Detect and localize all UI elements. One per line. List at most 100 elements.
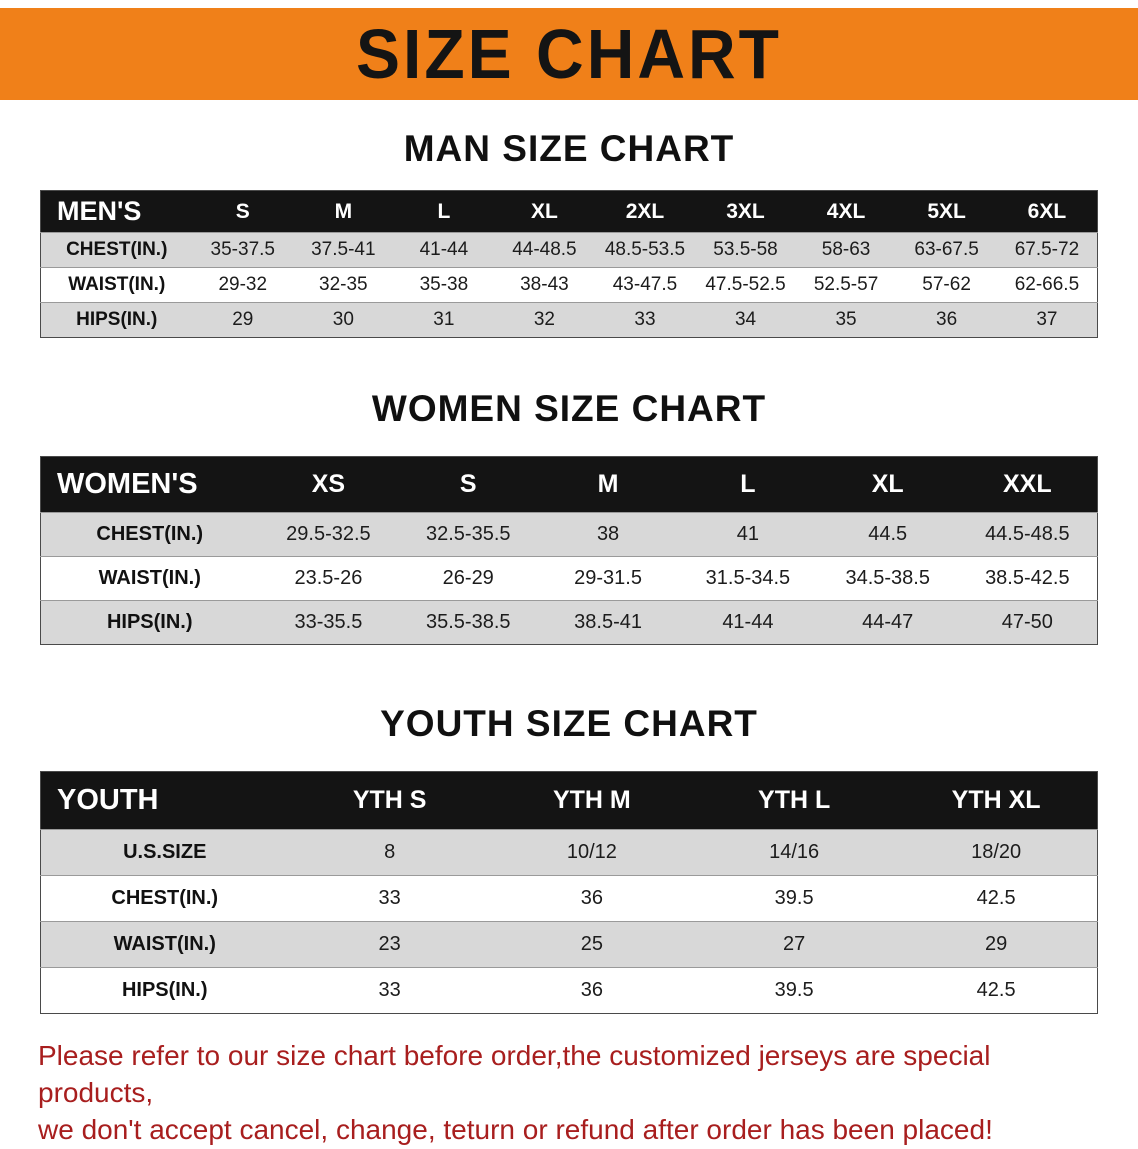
page-title: SIZE CHART — [356, 15, 782, 93]
size-value: 38-43 — [520, 274, 569, 295]
size-value: 44-47 — [862, 611, 914, 633]
size-column-header: 5XL — [896, 190, 997, 233]
size-column-header: XL — [817, 456, 958, 513]
size-value: 41 — [736, 523, 760, 545]
size-chart-banner: SIZE CHART — [0, 8, 1138, 100]
size-value: 35-38 — [419, 274, 469, 295]
size-column-header: XL — [494, 190, 595, 233]
size-value: 36 — [580, 979, 603, 1001]
size-value: 32 — [533, 309, 555, 330]
size-value: 57-62 — [922, 274, 971, 295]
table-title-cell: YOUTH — [40, 771, 289, 830]
size-value: 33-35.5 — [294, 611, 363, 633]
disclaimer-text: Please refer to our size chart before or… — [0, 1038, 1138, 1149]
table-row: CHEST(IN.) 35-37.5 37.5-41 41-44 44-48.5 48.5… — [40, 232, 1098, 268]
size-value: 31.5-34.5 — [705, 567, 791, 589]
section-women-size-chart: WOMEN SIZE CHART WOMEN'S XS S M L XL XXL CHEST(… — [0, 388, 1138, 645]
youth-section-heading: YOUTH SIZE CHART — [380, 703, 758, 744]
size-value: 36 — [936, 309, 958, 330]
size-value: 53.5-58 — [713, 239, 778, 260]
size-value: 67.5-72 — [1014, 239, 1080, 260]
size-value: 23 — [378, 933, 401, 955]
table-row: CHEST(IN.) 33 36 39.5 42.5 — [40, 875, 1098, 922]
size-value: 26-29 — [442, 567, 494, 589]
size-value: 62-66.5 — [1014, 274, 1080, 295]
row-label: WAIST(IN.) — [68, 274, 166, 295]
size-value: 34 — [734, 309, 757, 330]
size-value: 29 — [232, 309, 254, 330]
size-value: 31 — [433, 309, 455, 330]
size-column-header: 6XL — [996, 190, 1098, 233]
size-value: 39.5 — [774, 979, 814, 1001]
size-column-header: 4XL — [795, 190, 897, 233]
size-column-header: L — [393, 190, 495, 233]
disclaimer-line-1: Please refer to our size chart before or… — [38, 1040, 991, 1108]
table-row: HIPS(IN.) 29 30 31 32 33 34 35 36 37 — [40, 302, 1098, 338]
size-value: 58-63 — [821, 239, 871, 260]
section-youth-size-chart: YOUTH SIZE CHART YOUTH YTH S YTH M YTH L YTH… — [0, 703, 1138, 1014]
table-header-row: MEN'S S M L XL 2XL 3XL 4XL 5XL 6XL — [40, 190, 1098, 233]
size-value: 43-47.5 — [612, 274, 678, 295]
size-value: 41-44 — [419, 239, 469, 260]
size-value: 8 — [384, 841, 396, 863]
size-column-header: 2XL — [594, 190, 696, 233]
women-size-table: WOMEN'S XS S M L XL XXL CHEST(IN.) 29.5-32.5 32.5… — [40, 456, 1098, 645]
size-value: 33 — [378, 887, 401, 909]
size-value: 29-32 — [218, 274, 268, 295]
size-value: 30 — [332, 309, 354, 330]
size-value: 41-44 — [722, 611, 774, 633]
size-value: 29.5-32.5 — [286, 523, 371, 545]
row-label: WAIST(IN.) — [113, 933, 216, 955]
size-column-header: 3XL — [695, 190, 796, 233]
size-column-header: XS — [258, 456, 399, 513]
size-column-header: YTH L — [693, 771, 896, 830]
size-column-header: S — [398, 456, 539, 513]
row-label: HIPS(IN.) — [76, 309, 158, 330]
size-value: 34.5-38.5 — [845, 567, 930, 589]
size-value: 35.5-38.5 — [425, 611, 511, 633]
table-row: CHEST(IN.) 29.5-32.5 32.5-35.5 38 41 44.5 44.5… — [40, 512, 1098, 557]
size-value: 39.5 — [774, 887, 814, 909]
size-value: 48.5-53.5 — [604, 239, 686, 260]
size-value: 33 — [634, 309, 656, 330]
size-value: 37 — [1036, 309, 1058, 330]
table-title-cell: MEN'S — [40, 190, 193, 233]
size-value: 18/20 — [971, 841, 1022, 863]
section-men-size-chart: MAN SIZE CHART MEN'S S M L XL 2XL 3XL 4XL 5XL 6XL… — [0, 128, 1138, 338]
size-value: 47-50 — [1001, 611, 1053, 633]
size-value: 32-35 — [319, 274, 368, 295]
size-value: 32.5-35.5 — [425, 523, 511, 545]
table-header-row: WOMEN'S XS S M L XL XXL — [40, 456, 1098, 513]
size-value: 14/16 — [769, 841, 820, 863]
table-row: U.S.SIZE 8 10/12 14/16 18/20 — [40, 829, 1098, 876]
disclaimer-line-2: we don't accept cancel, change, teturn o… — [38, 1113, 993, 1145]
row-label: CHEST(IN.) — [66, 239, 168, 260]
men-section-heading: MAN SIZE CHART — [403, 128, 735, 169]
table-title-cell: WOMEN'S — [40, 456, 259, 513]
size-value: 27 — [783, 933, 806, 955]
size-value: 44.5-48.5 — [985, 523, 1070, 545]
size-value: 23.5-26 — [294, 567, 363, 589]
table-row: WAIST(IN.) 23 25 27 29 — [40, 921, 1098, 968]
size-value: 42.5 — [976, 979, 1016, 1001]
size-value: 35-37.5 — [210, 239, 275, 260]
size-value: 10/12 — [566, 841, 617, 863]
table-header-row: YOUTH YTH S YTH M YTH L YTH XL — [40, 771, 1098, 830]
row-label: HIPS(IN.) — [121, 979, 208, 1001]
row-label: HIPS(IN.) — [106, 611, 193, 633]
size-column-header: XXL — [957, 456, 1098, 513]
size-column-header: YTH S — [288, 771, 491, 830]
table-row: WAIST(IN.) 29-32 32-35 35-38 38-43 43-47.5 47.… — [40, 267, 1098, 303]
youth-size-table: YOUTH YTH S YTH M YTH L YTH XL U.S.SIZE 8 10/12… — [40, 771, 1098, 1014]
size-value: 42.5 — [976, 887, 1016, 909]
size-value: 25 — [580, 933, 603, 955]
size-value: 44-48.5 — [512, 239, 577, 260]
size-column-header: L — [677, 456, 818, 513]
size-value: 35 — [835, 309, 857, 330]
size-column-header: M — [538, 456, 678, 513]
size-value: 63-67.5 — [914, 239, 979, 260]
table-row: HIPS(IN.) 33-35.5 35.5-38.5 38.5-41 41-44 44-… — [40, 600, 1098, 645]
size-value: 33 — [378, 979, 401, 1001]
row-label: WAIST(IN.) — [98, 567, 201, 589]
size-value: 44.5 — [868, 523, 908, 545]
